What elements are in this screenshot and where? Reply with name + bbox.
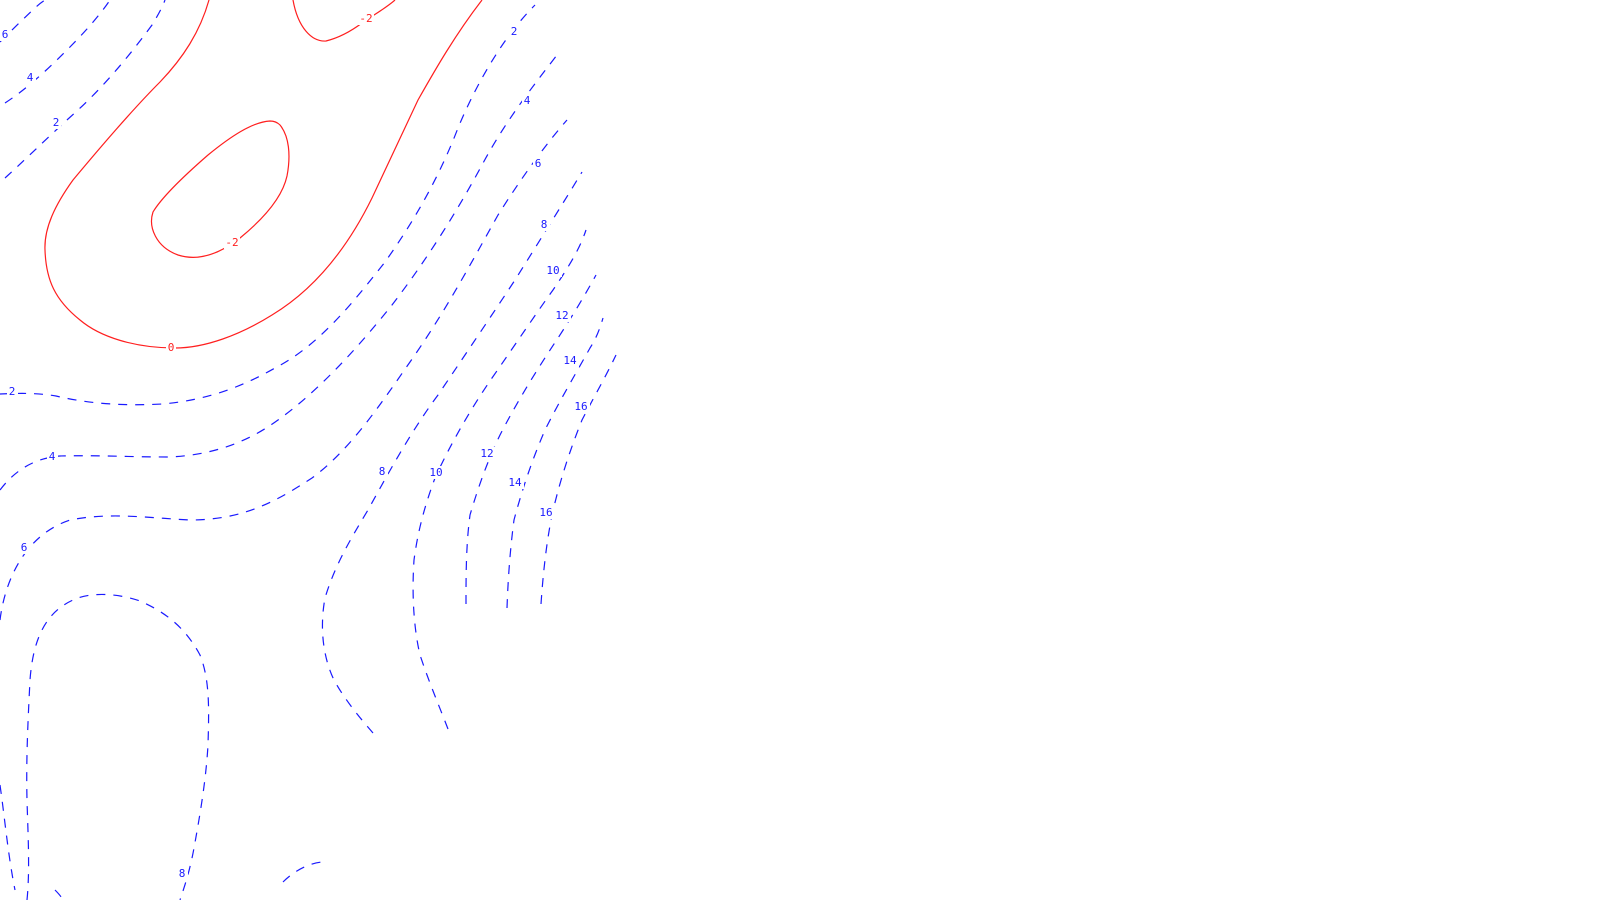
contour-line-pos4-left	[4, 0, 111, 104]
contour-label-neg2-loop: -2	[225, 236, 238, 249]
contour-label-zero: 0	[168, 341, 175, 354]
contour-line-pos4-diag	[0, 54, 558, 491]
contour-label-pos2-left: 2	[53, 116, 60, 129]
contour-label-pos6-corner: 6	[2, 28, 9, 41]
contour-label-pos16-top: 16	[574, 400, 587, 413]
contour-line-pos2-diag	[0, 4, 536, 406]
contour-label-pos4-diag-top: 4	[524, 94, 531, 107]
contour-line-pos10-diag	[412, 229, 587, 730]
contour-line-pos2-left	[4, 0, 166, 179]
contour-label-pos10-mid: 10	[429, 466, 442, 479]
contour-label-pos4-left: 4	[27, 71, 34, 84]
contour-label-pos8-diag-top: 8	[541, 218, 548, 231]
contour-label-pos12-mid: 12	[480, 447, 493, 460]
contour-label-pos16-mid: 16	[539, 506, 552, 519]
contour-label-pos12-top: 12	[555, 309, 568, 322]
contour-label-pos6-diag-left: 6	[21, 541, 28, 554]
contour-line-pos14-diag	[506, 317, 604, 609]
contour-label-neg2-top: -2	[359, 12, 372, 25]
contour-line-pos16-diag	[540, 354, 617, 605]
contour-line-pos8-stub	[282, 861, 323, 883]
contour-label-pos6-diag-top: 6	[535, 157, 542, 170]
contour-line-pos8-diag	[321, 171, 583, 734]
contour-label-pos4-diag-left: 4	[49, 450, 56, 463]
contour-label-pos2-diag-top: 2	[511, 25, 518, 38]
contour-label-pos8-loop: 8	[179, 867, 186, 880]
contour-label-pos14-top: 14	[563, 354, 577, 367]
contour-labels: -2 -2 0 2 2 2 4 4 4 6 6 6 8 8 8 10 10	[0, 12, 590, 880]
contour-line-neg2-top	[292, 0, 396, 42]
contour-line-neg2-loop	[151, 120, 290, 258]
contour-line-zero	[44, 0, 483, 349]
contour-line-pos12-diag	[465, 274, 597, 605]
contour-label-pos8-diag-mid: 8	[379, 465, 386, 478]
contour-label-pos2-diag-left: 2	[9, 385, 16, 398]
contour-line-pos6-corner	[0, 0, 46, 43]
contour-label-pos14-mid: 14	[508, 476, 522, 489]
contour-label-pos10-top: 10	[546, 264, 559, 277]
contour-line-pos8-loop	[0, 593, 210, 900]
contour-line-pos6-diag	[0, 119, 568, 621]
